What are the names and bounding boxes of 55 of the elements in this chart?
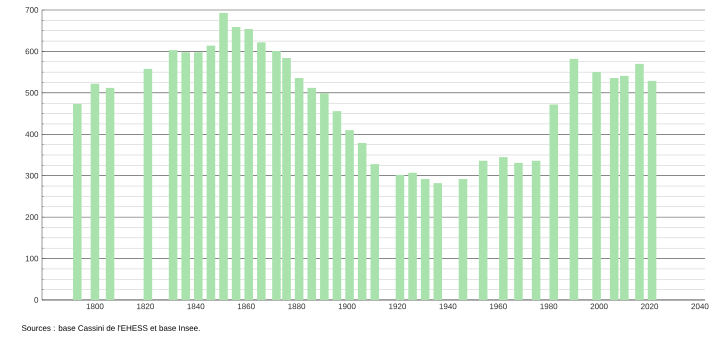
y-tick-label: 100 <box>26 256 38 262</box>
bar <box>232 26 240 300</box>
y-tick-label: 500 <box>25 90 38 96</box>
bar <box>648 80 656 300</box>
bar <box>106 88 114 300</box>
bar <box>358 142 366 300</box>
bar <box>499 157 508 300</box>
bar <box>570 58 578 300</box>
bar <box>181 52 190 300</box>
bar <box>194 52 203 300</box>
bar <box>73 104 82 300</box>
y-tick-label: 200 <box>26 214 38 220</box>
x-tick-label: 1980 <box>540 304 558 310</box>
bar <box>332 111 342 300</box>
bar <box>478 160 488 300</box>
x-tick-label: 1860 <box>238 304 255 310</box>
bar <box>635 64 644 300</box>
x-tick-label: 1900 <box>338 304 356 310</box>
bar <box>244 29 254 300</box>
bar <box>294 78 304 300</box>
bar <box>206 46 216 300</box>
bar <box>257 42 266 300</box>
bar <box>514 162 523 300</box>
x-tick-label: 2020 <box>641 304 658 310</box>
bar <box>408 172 417 300</box>
bar <box>433 183 442 300</box>
y-tick-label: 400 <box>25 131 38 138</box>
bar <box>592 72 601 300</box>
bar <box>370 164 380 300</box>
bar <box>307 88 316 300</box>
source-note: Sources : base Cassini de l'EHESS et base Insee. <box>22 325 200 331</box>
bar <box>168 50 178 300</box>
bar <box>532 160 540 300</box>
bar <box>549 104 558 300</box>
bar <box>420 179 430 300</box>
x-tick-label: 1880 <box>288 304 306 310</box>
bar <box>90 84 100 300</box>
bar <box>320 93 329 300</box>
bar <box>345 130 354 300</box>
x-tick-label: 2040 <box>691 304 709 310</box>
y-tick-label: 600 <box>26 48 38 54</box>
x-tick-label: 1800 <box>86 304 104 310</box>
bar <box>144 68 152 300</box>
x-tick-label: 1840 <box>187 304 204 310</box>
y-tick-label: 700 <box>26 7 38 13</box>
x-tick-label: 1920 <box>389 304 406 310</box>
bar <box>219 12 228 300</box>
x-tick-label: 1960 <box>490 304 507 310</box>
y-tick-label: 0 <box>34 297 38 303</box>
bar <box>458 179 468 300</box>
y-tick-label: 300 <box>25 172 38 179</box>
x-tick-label: 1820 <box>137 304 154 310</box>
x-tick-label: 2000 <box>590 304 608 310</box>
bar <box>396 174 404 300</box>
x-tick-label: 1940 <box>440 304 456 310</box>
